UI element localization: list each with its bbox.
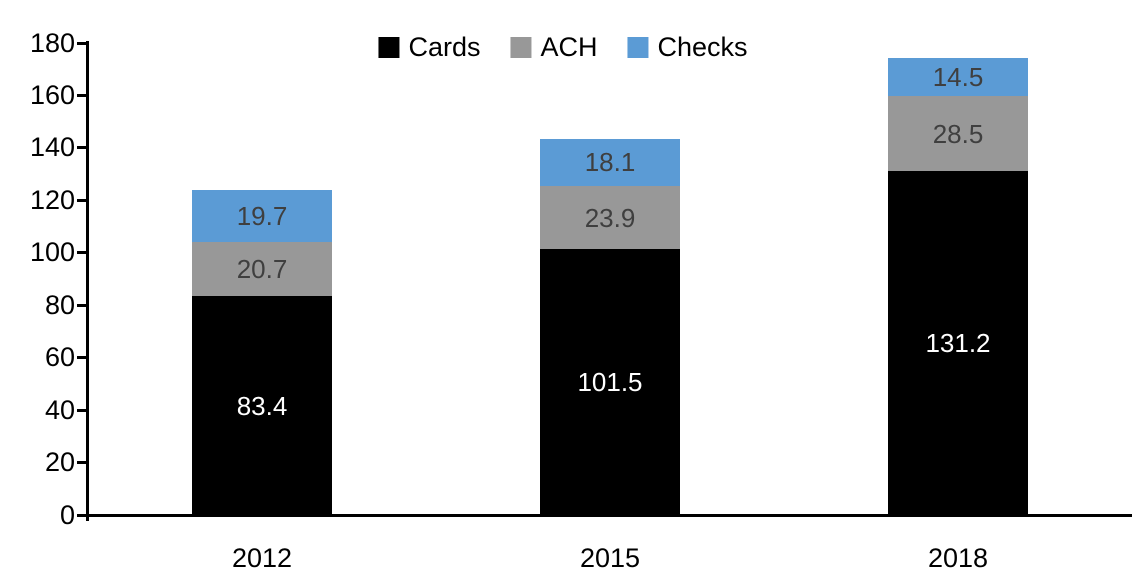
legend-item-ach: ACH — [510, 32, 598, 62]
segment-value-label: 83.4 — [236, 390, 288, 421]
legend-label: ACH — [540, 32, 598, 62]
bar-segment-2018-ach: 28.5 — [888, 96, 1028, 171]
segment-value-label: 101.5 — [577, 366, 643, 397]
bar-segment-2012-ach: 20.7 — [192, 242, 332, 297]
y-axis-tick-label: 80 — [44, 289, 75, 320]
bar-2015: 101.5 23.9 18.1 — [540, 138, 680, 515]
y-axis-tick-label: 160 — [29, 79, 75, 110]
y-axis-tick-mark — [77, 198, 87, 202]
legend-label: Cards — [408, 32, 481, 62]
y-axis-tick-label: 20 — [44, 447, 75, 478]
y-axis-tick-mark — [77, 461, 87, 465]
legend-swatch-checks-icon — [627, 37, 649, 58]
y-axis-line — [86, 41, 89, 521]
bar-segment-2012-cards: 83.4 — [192, 296, 332, 515]
bar-2012: 83.4 20.7 19.7 — [192, 190, 332, 515]
y-axis-tick-label: 0 — [59, 499, 75, 530]
x-axis-label-2012: 2012 — [231, 543, 293, 573]
segment-value-label: 23.9 — [584, 202, 636, 233]
legend-item-checks: Checks — [627, 32, 748, 62]
x-axis-line — [86, 514, 1132, 517]
bar-segment-2015-ach: 23.9 — [540, 186, 680, 249]
y-axis-tick-label: 40 — [44, 394, 75, 425]
legend-item-cards: Cards — [378, 34, 480, 61]
bar-segment-2015-cards: 101.5 — [540, 248, 680, 515]
bar-segment-2015-checks: 18.1 — [540, 138, 680, 187]
y-axis-tick-mark — [77, 303, 87, 307]
y-axis-tick-mark — [77, 41, 87, 45]
legend-label: Checks — [657, 32, 748, 62]
y-axis-tick-mark — [77, 356, 87, 360]
segment-value-label: 18.1 — [584, 147, 636, 178]
y-axis-tick-mark — [77, 513, 87, 517]
y-axis-tick-label: 140 — [29, 132, 75, 163]
y-axis-tick-label: 100 — [29, 237, 75, 268]
y-axis-tick-mark — [77, 146, 87, 150]
x-axis-label-2018: 2018 — [927, 543, 989, 573]
segment-value-label: 20.7 — [236, 254, 288, 285]
y-axis-tick-mark — [77, 93, 87, 97]
y-axis-tick-mark — [77, 408, 87, 412]
segment-value-label: 14.5 — [932, 62, 984, 93]
y-axis-tick-label: 120 — [29, 184, 75, 215]
y-axis-tick-label: 60 — [44, 342, 75, 373]
legend-swatch-ach-icon — [510, 37, 532, 58]
bar-segment-2018-cards: 131.2 — [888, 170, 1028, 515]
x-axis-label-2015: 2015 — [579, 543, 641, 573]
segment-value-label: 28.5 — [932, 118, 984, 149]
legend: Cards ACH Checks — [378, 32, 748, 62]
bar-segment-2018-checks: 14.5 — [888, 58, 1028, 97]
y-axis-tick-mark — [77, 251, 87, 255]
segment-value-label: 131.2 — [925, 327, 991, 358]
legend-swatch-cards-icon — [378, 37, 400, 58]
bar-segment-2012-checks: 19.7 — [192, 190, 332, 243]
bar-2018: 131.2 28.5 14.5 — [888, 58, 1028, 515]
segment-value-label: 19.7 — [236, 201, 288, 232]
y-axis-tick-label: 180 — [29, 27, 75, 58]
